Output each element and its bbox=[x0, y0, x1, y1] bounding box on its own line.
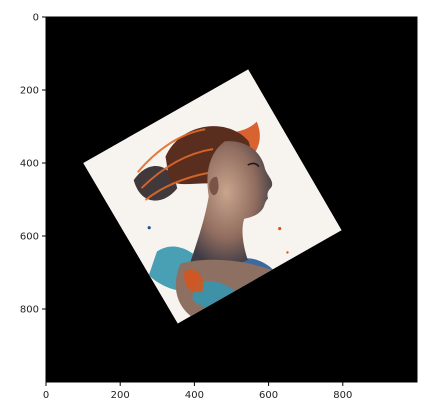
axes-frame bbox=[45, 16, 418, 383]
x-tick-label: 600 bbox=[259, 390, 278, 401]
y-tick-label: 0 bbox=[33, 13, 39, 24]
face-profile bbox=[188, 141, 273, 270]
paint-dot bbox=[147, 226, 151, 230]
y-tick-label: 800 bbox=[20, 305, 39, 316]
x-tick-label: 400 bbox=[185, 390, 204, 401]
ear bbox=[209, 176, 219, 196]
y-tick-label: 200 bbox=[20, 86, 39, 97]
y-tick-label: 600 bbox=[20, 232, 39, 243]
paint-dot bbox=[286, 251, 289, 254]
shoulder-paint-orange bbox=[184, 270, 204, 293]
y-tick-label: 400 bbox=[20, 159, 39, 170]
hair-strands bbox=[136, 128, 214, 201]
paint-splash-dark bbox=[133, 166, 178, 201]
artwork bbox=[83, 69, 342, 324]
eye bbox=[247, 162, 260, 168]
y-axis: 0 200 400 600 800 bbox=[20, 13, 46, 316]
x-tick-label: 200 bbox=[111, 390, 130, 401]
x-tick-label: 0 bbox=[43, 390, 49, 401]
x-tick-label: 800 bbox=[333, 390, 352, 401]
paint-dot bbox=[278, 227, 282, 231]
x-axis: 0 200 400 600 800 bbox=[43, 382, 352, 401]
